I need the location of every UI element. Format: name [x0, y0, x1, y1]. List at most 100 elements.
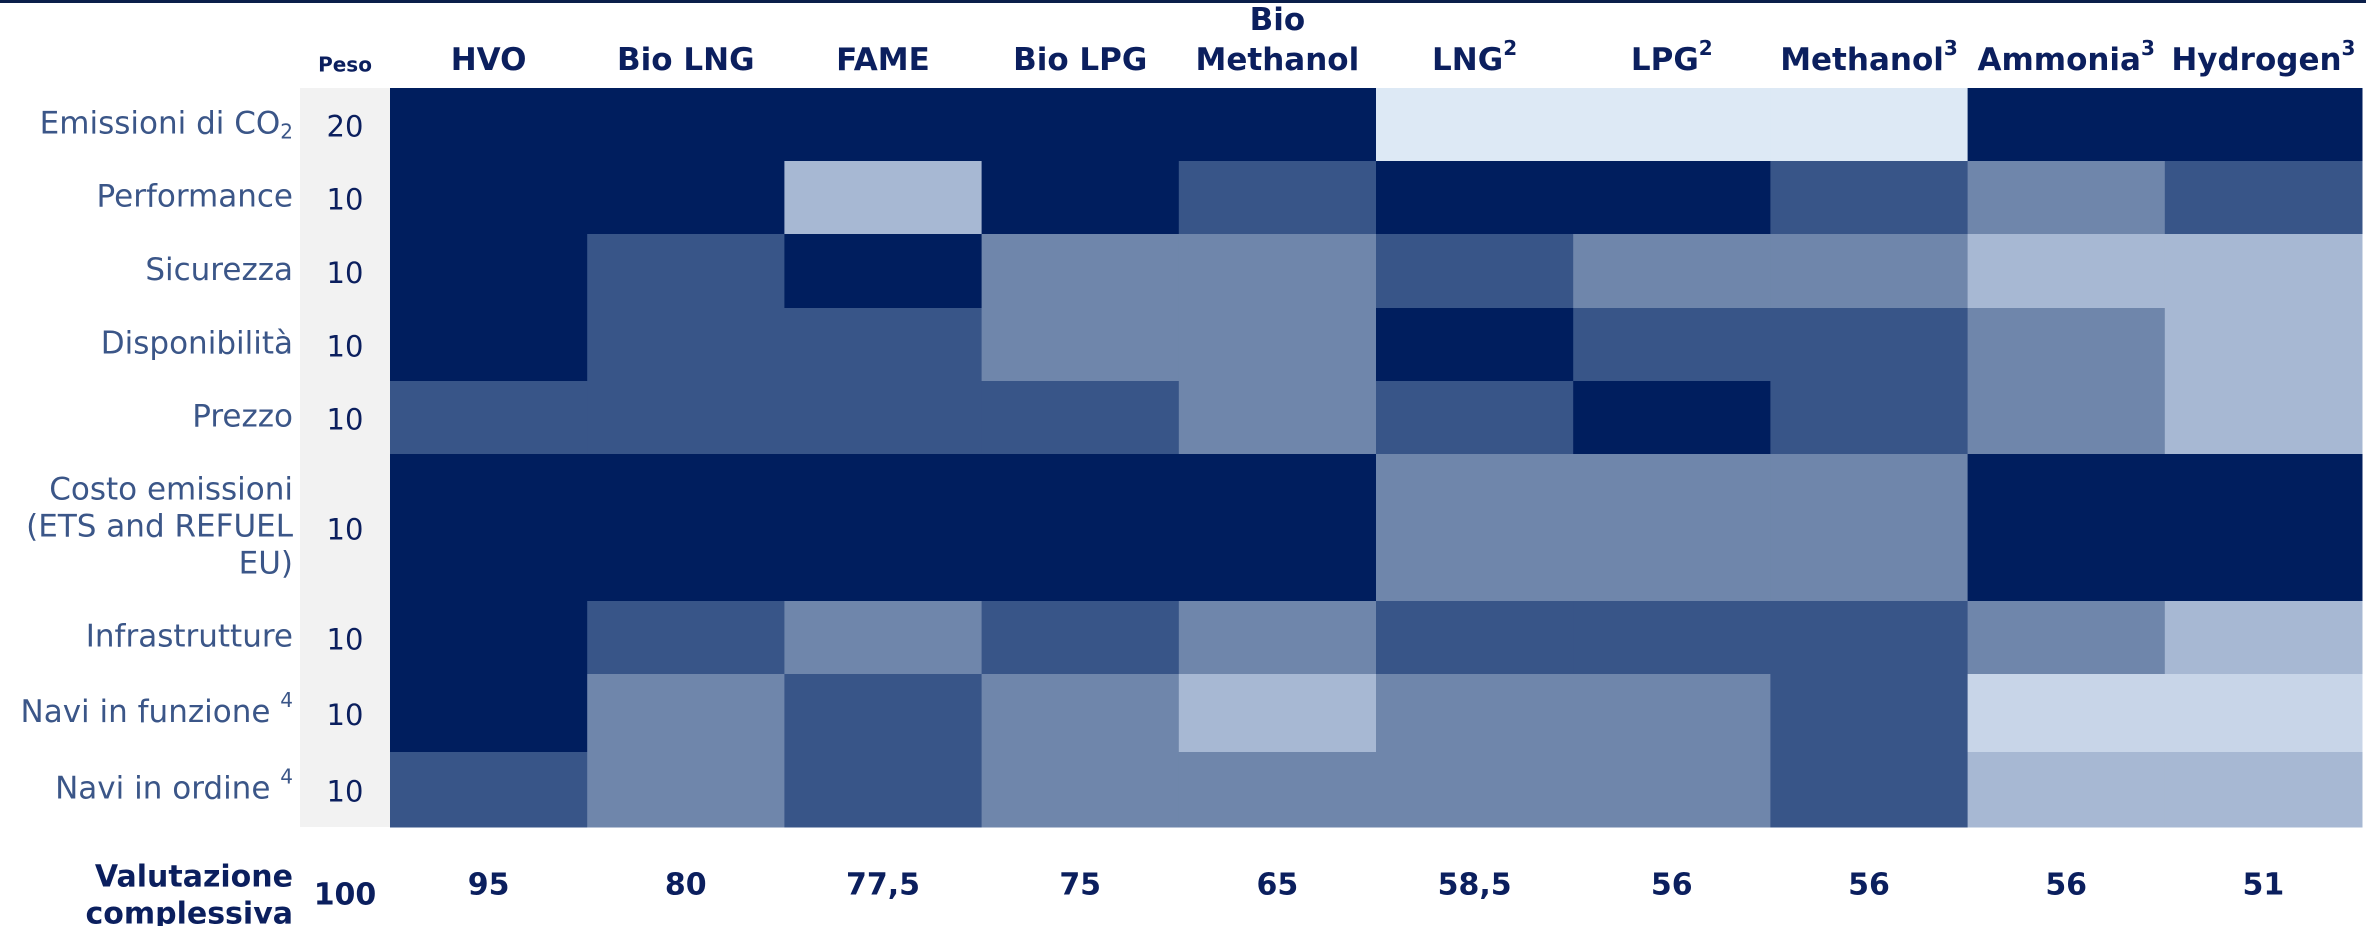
subscript: 2 — [280, 119, 293, 143]
cell — [587, 161, 785, 235]
column-header-text: Hydrogen — [2171, 42, 2341, 78]
cell — [1573, 308, 1771, 382]
row-label-text: Disponibilità — [101, 325, 293, 361]
cell — [587, 674, 785, 753]
cell — [1770, 454, 1969, 602]
cell — [1967, 601, 2166, 675]
cell — [587, 601, 785, 675]
column-header: LPG2 — [1631, 36, 1713, 78]
row-label-text: Prezzo — [192, 398, 293, 434]
row-weight: 10 — [327, 403, 364, 437]
cell — [1573, 601, 1771, 675]
cell — [390, 454, 588, 602]
total-score: 95 — [468, 868, 510, 903]
cell — [1967, 308, 2166, 382]
total-score: 56 — [1848, 868, 1890, 903]
cell — [390, 234, 588, 309]
cell — [1967, 454, 2166, 602]
cell — [1967, 88, 2166, 162]
cell — [1376, 161, 1574, 235]
cell — [390, 752, 588, 828]
row-label-text: Infrastrutture — [86, 618, 293, 654]
column-header-text: Bio — [1250, 2, 1306, 38]
superscript: 3 — [2141, 36, 2155, 60]
cell — [981, 381, 1180, 455]
row-label-text: (ETS and REFUEL — [26, 508, 294, 544]
column-header-text: Methanol — [1780, 42, 1944, 78]
cell — [1178, 88, 1377, 162]
cell — [784, 601, 983, 675]
row-weight: 10 — [327, 330, 364, 364]
cell — [1770, 674, 1969, 753]
cell — [390, 161, 588, 235]
cell — [2164, 674, 2363, 753]
cell — [1573, 161, 1771, 235]
cell — [2164, 234, 2363, 309]
cell — [1770, 88, 1969, 162]
total-score: 51 — [2243, 868, 2285, 903]
cell — [1178, 601, 1377, 675]
column-header-text: Methanol — [1196, 42, 1360, 78]
cell — [1770, 381, 1969, 455]
column-header-text: FAME — [836, 42, 930, 78]
cell — [587, 308, 785, 382]
row-weight: 20 — [327, 110, 364, 144]
row-label: (ETS and REFUEL — [26, 508, 294, 544]
cell — [1770, 234, 1969, 309]
cell — [1376, 454, 1574, 602]
cell — [1376, 234, 1574, 309]
cell — [784, 381, 983, 455]
cell — [1967, 752, 2166, 828]
cell — [1178, 381, 1377, 455]
cell — [390, 381, 588, 455]
cell — [784, 752, 983, 828]
cell — [981, 161, 1180, 235]
row-label: Disponibilità — [101, 325, 293, 361]
cell — [784, 674, 983, 753]
total-score: 56 — [1651, 868, 1693, 903]
cell — [1573, 381, 1771, 455]
cell — [1178, 161, 1377, 235]
cell — [1770, 752, 1969, 828]
cell — [784, 308, 983, 382]
superscript: 2 — [1503, 36, 1517, 60]
total-score: 75 — [1059, 868, 1101, 903]
superscript: 3 — [1944, 36, 1958, 60]
cell — [784, 454, 983, 602]
cell — [587, 88, 785, 162]
superscript: 4 — [280, 688, 293, 712]
total-score: 77,5 — [846, 868, 920, 903]
row-label: Sicurezza — [145, 252, 293, 288]
superscript: 4 — [280, 764, 293, 788]
column-header: Methanol3 — [1780, 36, 1958, 78]
superscript: 2 — [1699, 36, 1713, 60]
total-score: 80 — [665, 868, 707, 903]
row-label-text: Sicurezza — [145, 252, 293, 288]
cell — [587, 381, 785, 455]
column-header: Bio — [1250, 2, 1306, 38]
row-weight: 10 — [327, 183, 364, 217]
cell — [1967, 161, 2166, 235]
weight-column-bg — [300, 88, 390, 827]
cell — [2164, 88, 2363, 162]
row-label: Infrastrutture — [86, 618, 293, 654]
column-header: Bio LPG — [1013, 42, 1147, 78]
row-label: EU) — [239, 545, 293, 581]
cell — [1573, 752, 1771, 828]
cell — [2164, 601, 2363, 675]
superscript: 3 — [2342, 36, 2356, 60]
cell — [1573, 88, 1771, 162]
cell — [1178, 752, 1377, 828]
row-label-text: Costo emissioni — [49, 471, 293, 507]
cell — [390, 308, 588, 382]
top-rule — [0, 0, 2366, 3]
total-score: 56 — [2045, 868, 2087, 903]
cell — [1770, 601, 1969, 675]
cell — [981, 454, 1180, 602]
row-weight: 10 — [327, 623, 364, 657]
column-header-text: LNG — [1432, 42, 1503, 78]
cell — [981, 88, 1180, 162]
column-header-text: HVO — [451, 42, 527, 78]
column-header-text: LPG — [1631, 42, 1699, 78]
column-header: Ammonia3 — [1977, 36, 2154, 78]
